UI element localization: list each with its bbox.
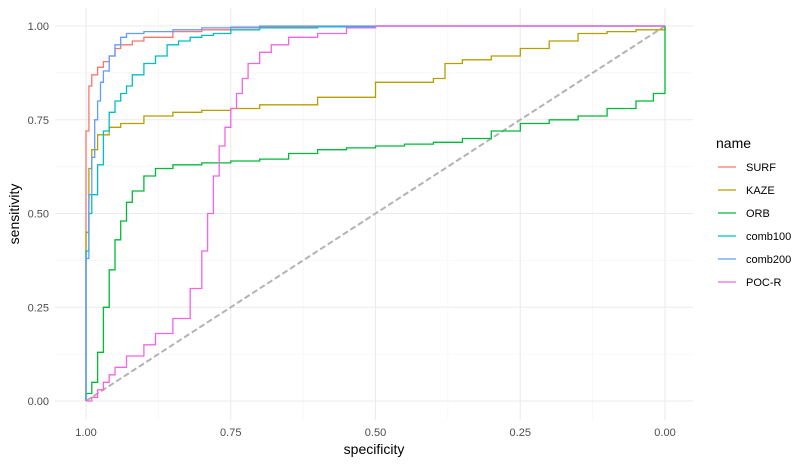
legend-label: comb200 [746,254,791,266]
series-line-comb100 [85,25,665,401]
x-axis-ticks: 1.00 0.75 0.50 0.25 0.00 [75,427,675,439]
legend-label: KAZE [746,185,775,197]
x-tick-label: 0.50 [365,427,386,439]
y-axis-ticks: 0.00 0.25 0.50 0.75 1.00 [28,21,49,408]
x-axis-title: specificity [344,441,405,457]
x-tick-label: 0.00 [654,427,675,439]
legend-label: SURF [746,162,776,174]
series-line-poc-r [86,25,665,402]
series-lines [85,25,666,402]
y-tick-label: 0.50 [28,209,49,221]
series-line-comb200 [85,25,665,401]
legend: name SURF KAZE ORB comb100 comb200 POC-R [716,135,791,289]
legend-label: POC-R [746,277,782,289]
legend-label: comb100 [746,231,791,243]
x-tick-label: 1.00 [75,427,96,439]
y-axis-title: sensitivity [6,184,22,245]
y-tick-label: 0.75 [28,115,49,127]
x-tick-label: 0.75 [220,427,241,439]
y-tick-label: 1.00 [28,21,49,33]
series-line-orb [85,26,666,401]
y-tick-label: 0.00 [28,396,49,408]
legend-title: name [716,135,751,151]
legend-label: ORB [746,208,770,220]
diagonal-reference-line [85,25,666,402]
x-tick-label: 0.25 [510,427,531,439]
y-tick-label: 0.25 [28,302,49,314]
